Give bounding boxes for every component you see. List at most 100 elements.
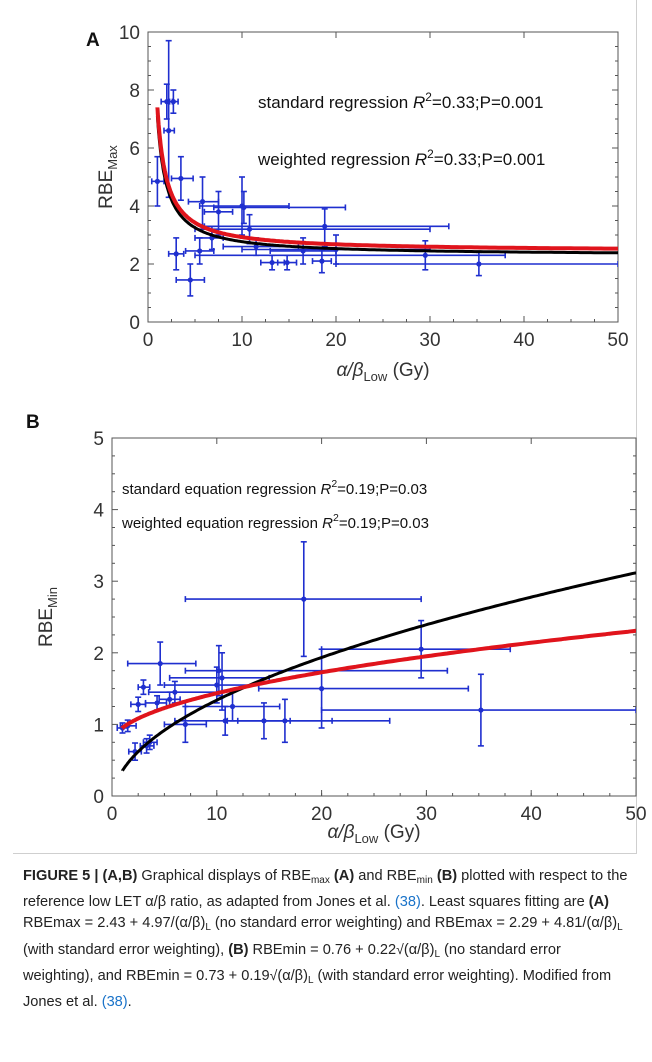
panel-label: A	[86, 30, 100, 51]
caption-panel-ref: (A)	[588, 893, 610, 910]
citation-link[interactable]: (38)	[101, 993, 128, 1010]
caption-sub: L	[617, 922, 623, 933]
caption-equation: (α/β)	[277, 968, 308, 984]
data-point	[172, 689, 178, 695]
caption-text: and RBE	[354, 868, 417, 884]
caption-text: (with standard error weighting). Modifie…	[23, 968, 612, 1010]
plot-frame	[147, 31, 619, 323]
figure-caption: FIGURE 5 | (A,B) Graphical displays of R…	[23, 866, 633, 1013]
caption-text: . Least squares fitting are	[420, 893, 589, 910]
y-tick-label: 0	[93, 787, 104, 808]
chart-panel-a: 0 10 20 30 40 50 0 2 4 6 8 10 Aα/βLow (Gy) RBEMax stan…	[86, 23, 629, 384]
data-point	[253, 244, 259, 250]
caption-sub: L	[307, 975, 314, 986]
y-tick-label: 1	[93, 715, 104, 736]
regression-annotation: weighted regression R2=0.33;P=0.001	[257, 147, 545, 169]
x-tick-label: 30	[416, 804, 437, 825]
y-tick-label: 4	[129, 197, 140, 218]
data-point	[246, 226, 253, 232]
y-tick-label: 0	[129, 313, 140, 334]
data-point	[269, 259, 275, 266]
x-tick-label: 50	[625, 804, 646, 825]
data-point	[319, 686, 325, 692]
data-point	[219, 675, 225, 681]
caption-sub: max	[310, 875, 330, 886]
x-tick-label: 20	[325, 330, 346, 351]
data-point	[284, 259, 290, 266]
regression-annotation: weighted equation regression R2=0.19;P=0…	[121, 512, 429, 532]
sqrt-symbol: √	[269, 967, 278, 983]
data-point	[140, 684, 147, 690]
caption-text: Graphical displays of RBE	[137, 868, 311, 884]
chart-panel-b: 0 10 20 30 40 50 0 1 2 3 4 5 Bα/βLow (Gy) RBEMin stand…	[26, 412, 647, 846]
data-layer	[150, 39, 618, 297]
panel-label: B	[26, 412, 40, 433]
regression-annotation: standard equation regression R2=0.19;P=0…	[122, 478, 427, 498]
data-point	[301, 596, 307, 602]
red-fit-curve	[120, 628, 636, 730]
data-point	[319, 258, 325, 264]
x-tick-label: 10	[231, 330, 252, 351]
black-fit-curve	[155, 115, 618, 255]
x-axis-label: α/βLow (Gy)	[327, 822, 420, 846]
caption-text: (with standard error weighting),	[23, 941, 229, 958]
caption-sub: min	[416, 875, 433, 886]
data-point	[282, 718, 288, 724]
x-tick-label: 40	[513, 330, 534, 351]
data-point	[135, 701, 141, 707]
data-point	[215, 209, 222, 215]
data-point	[216, 668, 222, 674]
data-point	[422, 252, 428, 258]
sqrt-symbol: √	[396, 940, 404, 957]
x-tick-label: 10	[206, 804, 227, 825]
x-tick-label: 50	[607, 330, 628, 351]
data-point	[478, 707, 484, 713]
data-point	[187, 277, 193, 283]
y-tick-label: 8	[129, 81, 140, 102]
caption-text: .	[127, 993, 132, 1010]
data-point	[229, 703, 236, 710]
data-point	[418, 646, 424, 652]
x-tick-label: 40	[521, 804, 542, 825]
data-point	[167, 696, 173, 702]
caption-equation: (α/β)	[403, 941, 435, 958]
caption-text: (no standard error weighting) and RBEmax…	[210, 915, 618, 931]
x-tick-label: 30	[419, 330, 440, 351]
black-fit-curve	[121, 571, 636, 772]
data-point	[178, 175, 184, 182]
data-point	[170, 99, 176, 105]
caption-panel-ref: (B)	[436, 868, 458, 884]
data-point	[157, 660, 163, 667]
data-point	[166, 128, 172, 134]
caption-panels-ref: (A,B)	[102, 868, 138, 884]
data-point	[241, 204, 247, 211]
y-axis-label: RBEMax	[96, 145, 120, 209]
x-axis-label: α/βLow (Gy)	[336, 360, 429, 384]
data-layer	[116, 541, 636, 772]
caption-panel-ref: (B)	[228, 941, 249, 958]
y-tick-label: 2	[93, 644, 104, 665]
caption-equation: RBEmax = 2.43 + 4.97/(α/β)	[23, 915, 206, 931]
x-tick-label: 20	[311, 804, 332, 825]
caption-text: (no standard error weighting), and RBEmi…	[23, 941, 561, 985]
y-tick-label: 2	[129, 255, 140, 276]
data-point	[197, 248, 203, 254]
data-point	[154, 178, 160, 184]
caption-equation: RBEmin = 0.76 + 0.22	[248, 941, 397, 958]
y-tick-label: 10	[119, 23, 140, 44]
data-point	[173, 251, 179, 257]
red-fit-curve	[155, 105, 618, 251]
x-tick-label: 0	[107, 804, 118, 825]
citation-link[interactable]: (38)	[394, 893, 421, 910]
x-tick-label: 0	[143, 330, 154, 351]
figure-frame	[13, 0, 637, 854]
y-tick-label: 6	[129, 139, 140, 160]
data-point	[476, 261, 482, 267]
y-tick-label: 4	[93, 501, 104, 522]
caption-sub: L	[434, 948, 440, 960]
y-tick-label: 5	[93, 429, 104, 450]
y-tick-label: 3	[93, 572, 104, 593]
regression-annotation: standard regression R2=0.33;P=0.001	[258, 90, 543, 112]
caption-sub: L	[205, 922, 211, 933]
